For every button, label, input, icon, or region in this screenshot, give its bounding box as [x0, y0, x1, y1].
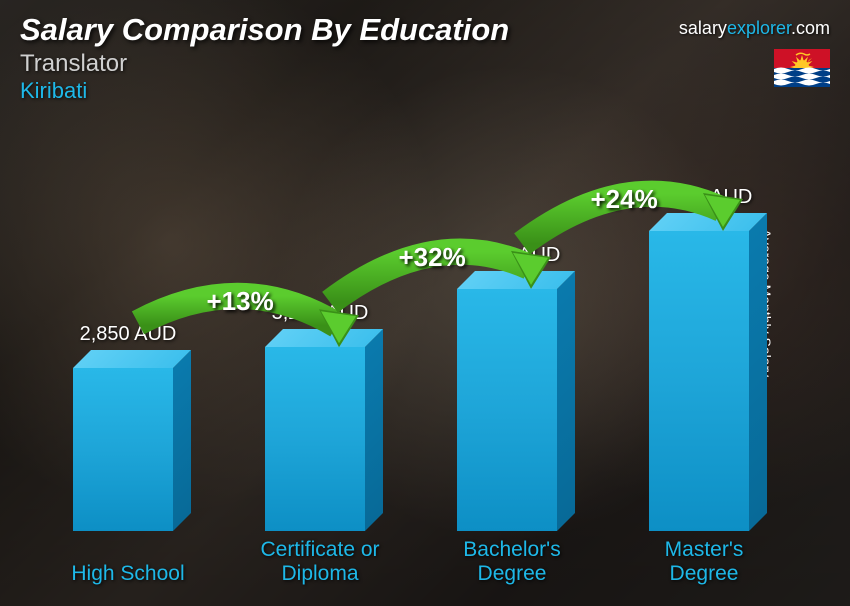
bar-label: Bachelor'sDegree — [432, 538, 592, 586]
bar-top — [649, 213, 767, 231]
job-title: Translator — [20, 50, 509, 78]
location: Kiribati — [20, 78, 509, 104]
bar-label: High School — [48, 562, 208, 586]
chart-container: Salary Comparison By Education Translato… — [0, 0, 850, 606]
bar-side — [365, 329, 383, 531]
bar-group: 5,240 AUDMaster'sDegree — [624, 106, 784, 586]
percent-increase-label: +32% — [399, 242, 466, 273]
bar-group: 3,210 AUDCertificate orDiploma — [240, 106, 400, 586]
bar-group: 2,850 AUD High School — [48, 106, 208, 586]
bar-side — [173, 350, 191, 531]
kiribati-flag-icon — [774, 49, 830, 92]
bar-front — [73, 368, 173, 531]
percent-increase-label: +13% — [207, 286, 274, 317]
bar-top — [73, 350, 191, 368]
page-title: Salary Comparison By Education — [20, 12, 509, 48]
bar-value: 2,850 AUD — [48, 323, 208, 346]
bar-front — [265, 347, 365, 531]
bar-top — [265, 329, 383, 347]
bar-label: Master'sDegree — [624, 538, 784, 586]
branding: salaryexplorer.com — [679, 18, 830, 92]
brand-suffix: .com — [791, 18, 830, 38]
chart-area: 2,850 AUD High School 3,210 AUDCertificate… — [30, 106, 800, 586]
brand-text: salaryexplorer.com — [679, 18, 830, 39]
brand-prefix: salary — [679, 18, 727, 38]
bar-front — [457, 289, 557, 531]
bar-label: Certificate orDiploma — [240, 538, 400, 586]
bar-top — [457, 271, 575, 289]
bar-side — [749, 213, 767, 531]
header: Salary Comparison By Education Translato… — [20, 12, 509, 104]
brand-highlight: explorer — [727, 18, 791, 38]
percent-increase-label: +24% — [591, 184, 658, 215]
bar-group: 4,230 AUDBachelor'sDegree — [432, 106, 592, 586]
bar-side — [557, 271, 575, 531]
bar-front — [649, 231, 749, 531]
